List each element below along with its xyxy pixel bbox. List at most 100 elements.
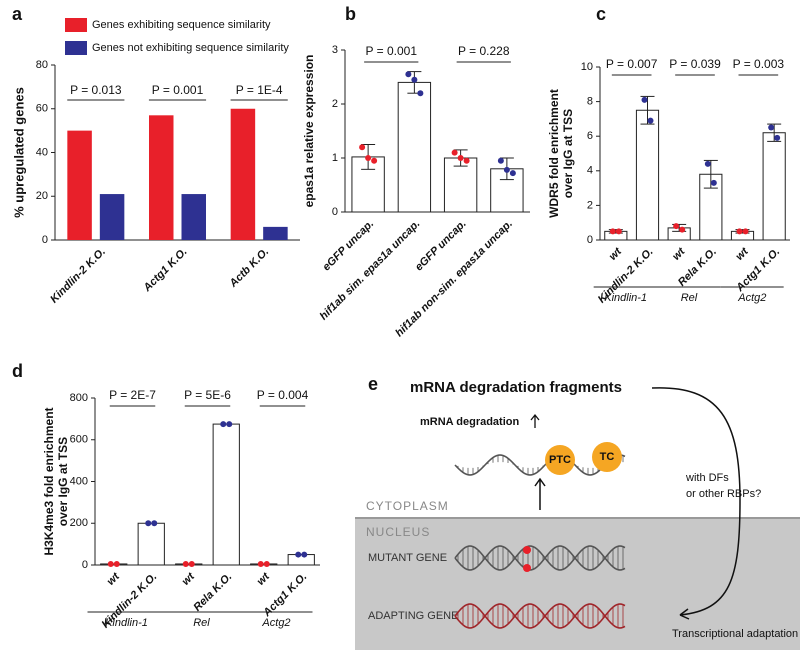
x-tick-label: wt: [670, 245, 688, 263]
bar: [212, 423, 240, 566]
y-tick-label: 6: [587, 130, 593, 142]
diagram: CYTOPLASM NUCLEUS mRNA degradation fragm…: [355, 374, 800, 650]
data-point: [497, 157, 504, 164]
data-point: [359, 144, 366, 151]
bar: [149, 115, 174, 240]
data-point: [457, 155, 464, 161]
panel-letter: e: [368, 374, 378, 394]
p-value: P = 2E-7: [109, 388, 156, 402]
y-tick-label: 20: [36, 190, 48, 202]
bar: [263, 226, 288, 240]
adaptation-label: Transcriptional adaptation: [672, 628, 798, 640]
codon-circle: [592, 442, 622, 472]
data-point: [615, 228, 622, 235]
y-tick-label: 8: [587, 96, 593, 108]
data-point: [113, 560, 120, 567]
side-label: or other RBPs?: [686, 488, 761, 500]
arrowhead: [679, 608, 690, 620]
y-axis-label: H3K4me3 fold enrichment: [42, 407, 56, 555]
data-point: [742, 228, 749, 235]
y-tick-label: 2: [332, 98, 338, 110]
x-tick-label: wt: [180, 570, 198, 588]
legend-swatch: [65, 41, 87, 55]
y-tick-label: 40: [36, 146, 48, 158]
nucleus-label: NUCLEUS: [366, 525, 430, 539]
panel-letter: c: [596, 4, 606, 24]
data-point: [509, 170, 516, 177]
data-point: [417, 90, 424, 97]
codon-circle: [545, 445, 575, 475]
data-point: [365, 155, 372, 161]
legend-label: Genes not exhibiting sequence similarity: [92, 42, 289, 54]
x-tick-label: Rela K.O.: [191, 571, 234, 614]
data-point: [188, 560, 195, 567]
bar: [287, 554, 315, 566]
mutant-label: MUTANT GENE: [368, 552, 447, 564]
data-point: [151, 520, 158, 527]
y-tick-label: 10: [581, 61, 593, 73]
p-value: P = 0.013: [70, 83, 122, 97]
y-tick-label: 80: [36, 59, 48, 71]
p-value: P = 1E-4: [236, 83, 283, 97]
p-value: P = 0.003: [733, 57, 785, 71]
y-tick-label: 0: [42, 234, 48, 246]
legend-label: Genes exhibiting sequence similarity: [92, 19, 271, 31]
x-tick-label: wt: [607, 245, 625, 263]
y-tick-label: 60: [36, 103, 48, 115]
group-label: Actg2: [737, 292, 766, 304]
data-point: [710, 179, 717, 186]
y-axis-label: % upregulated genes: [11, 87, 26, 218]
bar: [635, 109, 660, 241]
curve-arrow: [651, 387, 741, 616]
data-point: [609, 228, 616, 235]
data-point: [371, 157, 378, 164]
data-point: [145, 520, 152, 527]
data-point: [405, 71, 412, 78]
data-point: [641, 96, 648, 103]
x-tick-label: Kindlin-2 K.O.: [48, 246, 108, 306]
panel-letter: d: [12, 361, 23, 381]
data-point: [107, 560, 114, 567]
y-axis-label: over IgG at TSS: [56, 437, 70, 526]
data-point: [411, 76, 418, 83]
p-value: P = 0.001: [366, 44, 418, 58]
legend-swatch: [65, 18, 87, 32]
x-tick-label: wt: [255, 570, 273, 588]
group-label: Kindlin-1: [105, 617, 148, 629]
x-tick-label: Actb K.O.: [227, 246, 272, 291]
data-point: [257, 560, 264, 567]
bar: [230, 108, 256, 240]
red-dot: [523, 564, 531, 572]
y-axis-label: epas1a relative expression: [302, 55, 316, 208]
bar: [67, 130, 92, 240]
y-tick-label: 0: [587, 234, 593, 246]
panel-letter: a: [12, 4, 23, 24]
panel-letter: b: [345, 4, 356, 24]
p-value: P = 0.228: [458, 44, 510, 58]
data-point: [463, 157, 470, 164]
codon-label: PTC: [549, 454, 571, 466]
bar: [100, 563, 128, 566]
export-arrow: [534, 477, 546, 510]
group-label: Kindlin-1: [604, 292, 647, 304]
y-tick-label: 600: [70, 434, 88, 446]
y-tick-label: 4: [587, 165, 593, 177]
p-value: P = 0.004: [257, 388, 309, 402]
data-point: [673, 223, 680, 230]
data-point: [774, 134, 781, 141]
side-label: with DFs: [685, 472, 729, 484]
bar: [250, 563, 278, 566]
x-tick-label: wt: [105, 570, 123, 588]
p-value: P = 0.001: [152, 83, 204, 97]
cytoplasm-label: CYTOPLASM: [366, 499, 449, 513]
group-label: Rel: [193, 617, 210, 629]
bar: [99, 194, 125, 240]
data-point: [647, 117, 654, 124]
data-point: [679, 226, 686, 233]
data-point: [704, 160, 711, 167]
x-tick-label: wt: [734, 245, 752, 263]
degradation-label: mRNA degradation: [420, 416, 519, 428]
y-axis-label: over IgG at TSS: [561, 109, 575, 198]
bar: [397, 81, 432, 213]
